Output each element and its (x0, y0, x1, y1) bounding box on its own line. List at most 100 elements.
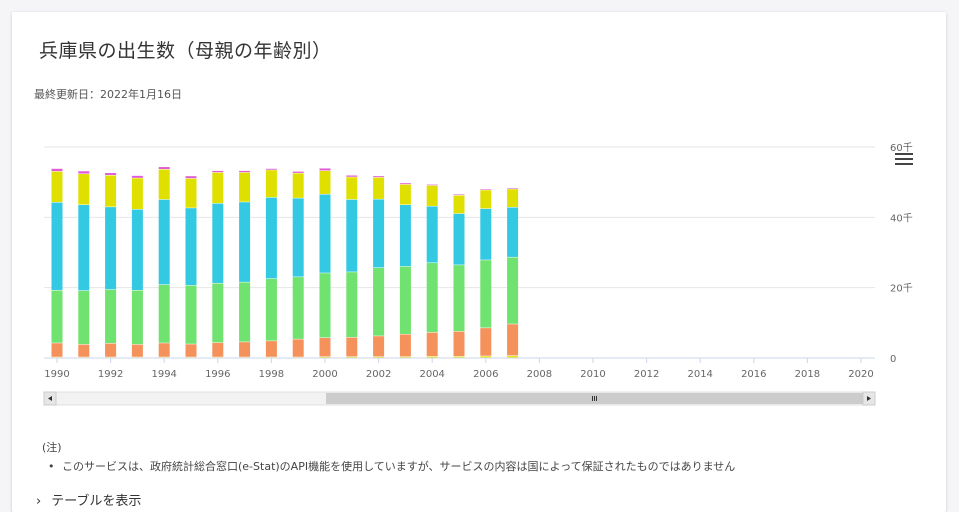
x-tick-label: 2012 (634, 369, 659, 380)
bar-segment (186, 208, 197, 285)
bar-segment (159, 200, 170, 285)
bar-segment (239, 282, 250, 341)
y-tick-label: 20千 (890, 283, 913, 295)
x-tick-label: 1996 (205, 369, 230, 380)
bar-segment (186, 176, 197, 178)
bar-segment (159, 170, 170, 200)
bar-segment (239, 342, 250, 357)
x-tick-label: 2006 (473, 369, 498, 380)
bar-segment (132, 178, 143, 209)
bar-segment (266, 198, 277, 279)
bar-segment (212, 173, 223, 203)
x-tick-label: 2016 (741, 369, 766, 380)
bar-segment (212, 171, 223, 172)
bar-segment (480, 328, 491, 356)
bar-segment (105, 344, 116, 357)
x-tick-label: 2000 (312, 369, 337, 380)
bar-segment (373, 199, 384, 267)
bar-segment (132, 345, 143, 357)
bar-segment (427, 357, 438, 358)
bar-segment (373, 178, 384, 199)
bar-segment (400, 205, 411, 266)
bar-segment (320, 338, 331, 356)
bar-segment (320, 357, 331, 358)
bar-segment (454, 265, 465, 331)
bar-segment (346, 357, 357, 358)
x-tick-label: 1994 (151, 369, 176, 380)
y-tick-label: 0 (890, 354, 896, 365)
bar-segment (239, 202, 250, 282)
x-tick-label: 2018 (795, 369, 820, 380)
x-tick-label: 2002 (366, 369, 391, 380)
x-tick-label: 2004 (419, 369, 444, 380)
bar-segment (78, 345, 89, 357)
bar-segment (427, 263, 438, 332)
bar-segment (507, 207, 518, 256)
bar-segment (373, 336, 384, 356)
bar-segment (454, 196, 465, 214)
bar-segment (78, 174, 89, 204)
bar-segment (105, 175, 116, 206)
bar-segment (52, 343, 63, 357)
bar-segment (427, 185, 438, 186)
bar-segment (52, 290, 63, 342)
bar-segment (186, 179, 197, 208)
x-tick-label: 2008 (527, 369, 552, 380)
bar-segment (212, 283, 223, 342)
bar-segment (480, 260, 491, 327)
bar-segment (52, 203, 63, 290)
bar-segment (346, 338, 357, 357)
bar-segment (132, 176, 143, 178)
bar-segment (507, 257, 518, 323)
x-tick-label: 2010 (580, 369, 605, 380)
bar-segment (373, 357, 384, 358)
bar-segment (427, 206, 438, 262)
bar-segment (293, 198, 304, 276)
x-tick-label: 1990 (44, 369, 69, 380)
bar-segment (105, 173, 116, 175)
bar-segment (266, 341, 277, 357)
bar-segment (159, 343, 170, 357)
x-tick-label: 2020 (848, 369, 873, 380)
bar-segment (266, 170, 277, 197)
bar-segment (400, 185, 411, 205)
bar-segment (320, 194, 331, 272)
bar-segment (320, 168, 331, 170)
bar-segment (266, 279, 277, 341)
bar-segment (427, 186, 438, 206)
bar-segment (105, 207, 116, 289)
bar-segment (52, 169, 63, 171)
bar-segment (293, 339, 304, 356)
y-tick-label: 60千 (890, 142, 913, 154)
bar-segment (293, 173, 304, 197)
y-tick-label: 40千 (890, 212, 913, 224)
bar-segment (400, 334, 411, 356)
bar-segment (400, 357, 411, 358)
bar-segment (480, 209, 491, 260)
bar-segment (212, 343, 223, 357)
bar-segment (239, 171, 250, 172)
bar-segment (454, 194, 465, 195)
bar-segment (454, 332, 465, 356)
bar-segment (427, 333, 438, 356)
bar-segment (507, 189, 518, 207)
bar-segment (480, 190, 491, 208)
bar-segment (346, 272, 357, 337)
bar-segment (132, 290, 143, 344)
bar-segment (454, 214, 465, 265)
bar-segment (159, 285, 170, 343)
bar-segment (78, 291, 89, 344)
bar-segment (346, 175, 357, 176)
bar-segment (507, 188, 518, 189)
bar-segment (346, 177, 357, 199)
bar-segment (373, 268, 384, 336)
bar-segment (78, 171, 89, 173)
bar-segment (78, 205, 89, 290)
bar-segment (186, 286, 197, 344)
bar-segment (105, 290, 116, 343)
bar-segment (346, 200, 357, 272)
bar-segment (132, 210, 143, 290)
bar-segment (373, 176, 384, 177)
bar-segment (293, 172, 304, 173)
